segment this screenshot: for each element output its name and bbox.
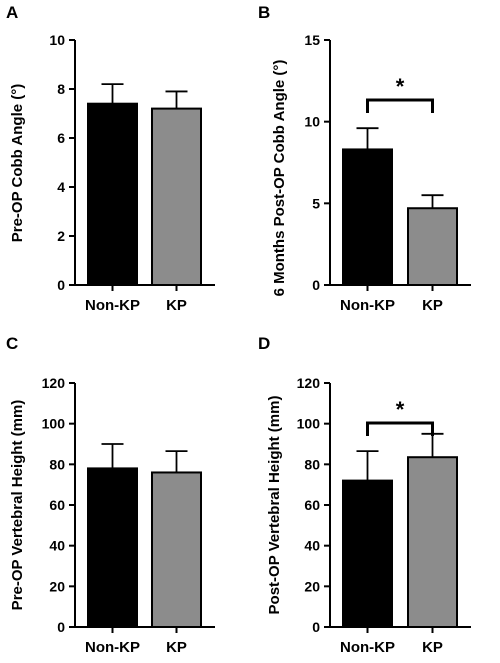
significance-marker: * (396, 74, 405, 99)
chart-panel-c: C Pre-OP Vertebral Height (mm) 0 20 40 60 80 10… (6, 334, 215, 656)
y-tick-label: 40 (49, 538, 65, 554)
y-tick-label: 15 (304, 32, 320, 48)
y-tick-label: 100 (297, 416, 321, 432)
y-tick-label: 100 (42, 416, 66, 432)
y-tick-label: 8 (57, 81, 65, 97)
significance-bracket (366, 421, 434, 436)
y-tick-label: 40 (304, 538, 320, 554)
y-tick-label: 60 (49, 497, 65, 513)
y-tick-label: 120 (297, 375, 321, 391)
y-tick-label: 4 (57, 179, 65, 195)
bar-non-kp (87, 102, 138, 286)
significance-marker: * (396, 397, 405, 422)
y-tick-label: 80 (49, 456, 65, 472)
x-category-label: Non-KP (85, 639, 140, 656)
y-tick-label: 0 (57, 619, 65, 635)
panel-letter: A (6, 3, 18, 22)
panel-letter: B (258, 3, 270, 22)
panel-letter: D (258, 334, 270, 353)
x-category-label: KP (166, 639, 187, 656)
y-tick-label: 60 (304, 497, 320, 513)
y-axis-title: Post-OP Vertebral Height (mm) (266, 396, 283, 615)
y-tick-label: 2 (57, 228, 65, 244)
significance-bracket (366, 98, 434, 113)
y-tick-label: 5 (312, 195, 320, 211)
x-category-label: KP (166, 297, 187, 314)
y-tick-label: 6 (57, 130, 65, 146)
bar-kp (407, 456, 458, 629)
bar-non-kp (342, 479, 393, 628)
y-tick-label: 10 (304, 114, 320, 130)
bar-non-kp (342, 148, 393, 286)
chart-panel-b: B 6 Months Post-OP Cobb Angle (°) 0 5 10 15 No… (258, 3, 471, 314)
bar-kp (151, 471, 202, 629)
y-tick-label: 0 (312, 277, 320, 293)
x-category-label: KP (422, 639, 443, 656)
panel-letter: C (6, 334, 18, 353)
y-tick-label: 10 (49, 32, 65, 48)
y-tick-label: 120 (42, 375, 66, 391)
y-tick-label: 20 (304, 578, 320, 594)
bar-non-kp (87, 467, 138, 628)
chart-panel-d: D Post-OP Vertebral Height (mm) 0 20 40 60 80 1… (258, 334, 471, 656)
y-axis-title: Pre-OP Cobb Angle (°) (9, 84, 26, 243)
x-category-label: KP (422, 297, 443, 314)
bar-kp (151, 107, 202, 286)
y-tick-label: 0 (57, 277, 65, 293)
chart-panel-a: A Pre-OP Cobb Angle (°) 0 2 4 6 8 10 Non-KP KP (6, 3, 215, 314)
y-axis-title: 6 Months Post-OP Cobb Angle (°) (271, 60, 288, 297)
y-tick-label: 20 (49, 578, 65, 594)
x-category-label: Non-KP (340, 639, 395, 656)
y-axis-title: Pre-OP Vertebral Height (mm) (9, 400, 26, 611)
y-tick-label: 80 (304, 456, 320, 472)
y-tick-label: 0 (312, 619, 320, 635)
bar-kp (407, 207, 458, 287)
x-category-label: Non-KP (340, 297, 395, 314)
x-category-label: Non-KP (85, 297, 140, 314)
